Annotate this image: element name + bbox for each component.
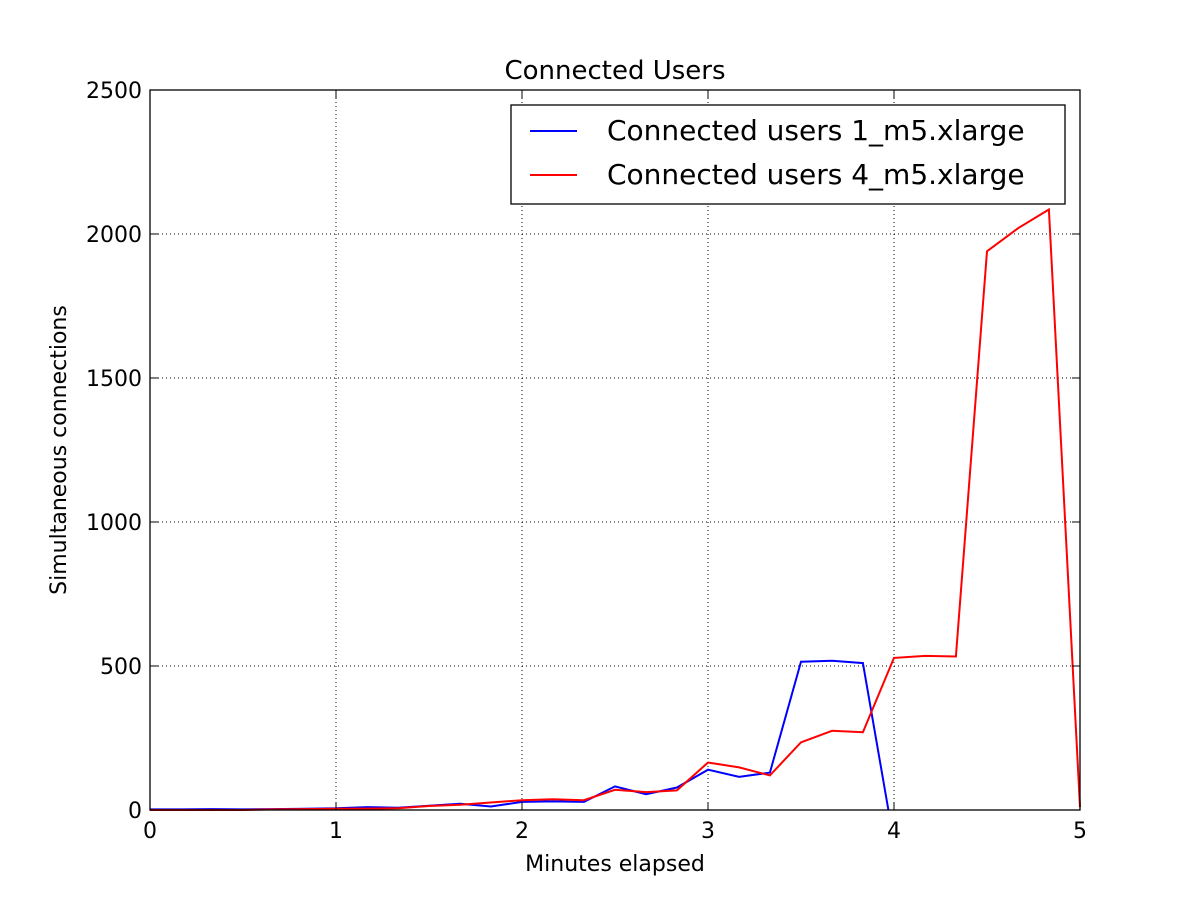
- x-tick-label: 4: [887, 819, 901, 844]
- legend-label-series-2: Connected users 4_m5.xlarge: [607, 158, 1025, 191]
- series-line-2: [150, 207, 1081, 811]
- y-tick-label: 2000: [86, 223, 142, 248]
- legend: Connected users 1_m5.xlarge Connected us…: [510, 104, 1066, 205]
- x-axis-label: Minutes elapsed: [525, 852, 705, 877]
- chart-title: Connected Users: [504, 56, 725, 86]
- y-axis-label: Simultaneous connections: [47, 305, 72, 595]
- y-tick-label: 500: [100, 655, 142, 680]
- y-tick-label: 1500: [86, 367, 142, 392]
- axis-ticks: 0 1 2 3 4 5 0 500 1000 1500 2000 2500: [86, 79, 1087, 844]
- x-tick-label: 0: [143, 819, 157, 844]
- y-tick-label: 1000: [86, 511, 142, 536]
- x-tick-label: 1: [329, 819, 343, 844]
- x-tick-label: 5: [1073, 819, 1087, 844]
- plot-area: [150, 90, 1080, 810]
- x-tick-label: 2: [515, 819, 529, 844]
- series-lines: [150, 207, 1081, 811]
- y-tick-label: 2500: [86, 79, 142, 104]
- legend-label-series-1: Connected users 1_m5.xlarge: [607, 114, 1025, 147]
- y-tick-label: 0: [128, 799, 142, 824]
- grid: [150, 90, 1080, 810]
- legend-box: [510, 104, 1066, 205]
- plot-frame: [149, 89, 1081, 811]
- x-tick-label: 3: [701, 819, 715, 844]
